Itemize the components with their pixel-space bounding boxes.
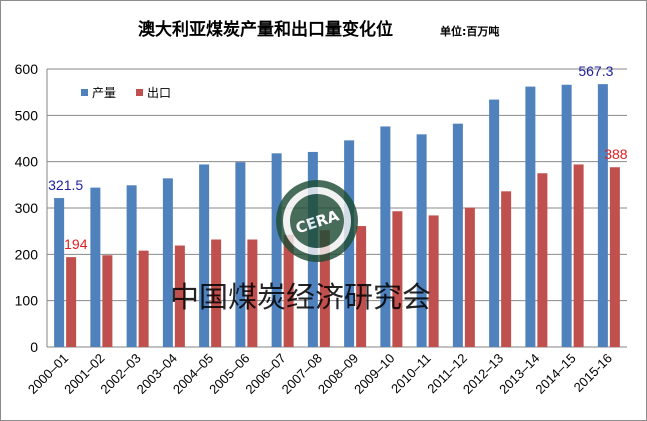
y-tick-label: 400: [15, 154, 39, 170]
y-tick-label: 200: [15, 246, 39, 262]
y-tick-label: 600: [15, 61, 39, 77]
bar-production-6: [271, 153, 282, 347]
bar-production-11: [452, 123, 463, 347]
bar-production-5: [235, 162, 246, 347]
cera-logo: CERA: [276, 180, 358, 262]
legend-label: 出口: [147, 86, 171, 100]
legend-label: 产量: [92, 86, 116, 100]
unit-label: 单位:百万吨: [440, 24, 499, 38]
x-tick-label: 2009–10: [351, 351, 397, 397]
data-label: 388: [604, 146, 628, 162]
bar-production-13: [525, 86, 536, 348]
bar-production-2: [126, 185, 137, 347]
y-tick-label: 300: [15, 200, 39, 216]
data-label: 567.3: [578, 63, 613, 79]
bar-export-8: [356, 226, 367, 347]
bar-export-6: [283, 234, 294, 347]
data-label: 194: [64, 236, 88, 252]
chart-title: 澳大利亚煤炭产量和出口量变化位: [138, 19, 393, 40]
bar-export-5: [247, 239, 258, 347]
bar-production-4: [199, 164, 210, 347]
legend: 产量 出口: [81, 86, 171, 100]
bar-production-12: [489, 99, 500, 347]
x-tick-label: 2015-16: [571, 351, 615, 395]
bar-export-13: [537, 173, 548, 347]
bar-export-11: [464, 207, 475, 347]
data-label: 321.5: [48, 177, 83, 193]
bar-production-9: [380, 126, 391, 347]
bars: [54, 84, 620, 348]
data-labels: 321.5 194 567.3 388: [48, 63, 628, 252]
bar-export-0: [66, 257, 77, 347]
bar-production-14: [561, 84, 572, 348]
watermark-text: 中国煤炭经济研究会: [170, 280, 431, 314]
bar-export-9: [392, 211, 403, 347]
logo-center: [290, 194, 344, 248]
legend-swatch: [136, 89, 143, 96]
bar-production-10: [416, 134, 427, 347]
bar-export-3: [174, 245, 185, 347]
bar-export-12: [501, 191, 512, 347]
bar-export-2: [138, 250, 149, 347]
x-tick-label: 2014–15: [532, 351, 578, 397]
y-tick-label: 0: [30, 339, 38, 355]
bar-export-14: [573, 164, 584, 347]
bar-production-3: [162, 178, 173, 347]
bar-production-1: [90, 187, 101, 347]
bar-export-1: [102, 255, 113, 347]
bar-export-15: [609, 167, 620, 347]
bar-production-0: [54, 198, 65, 347]
bar-production-15: [597, 84, 608, 347]
bar-export-7: [319, 230, 330, 347]
bar-export-4: [211, 239, 222, 347]
y-tick-label: 500: [15, 107, 39, 123]
x-axis-ticks: 2000–012001–022002–032003–042004–052005–…: [25, 351, 615, 397]
y-tick-label: 100: [15, 293, 39, 309]
y-axis-ticks: 0 100 200 300 400 500 600: [15, 61, 39, 355]
legend-swatch: [81, 89, 88, 96]
bar-export-10: [428, 215, 439, 347]
